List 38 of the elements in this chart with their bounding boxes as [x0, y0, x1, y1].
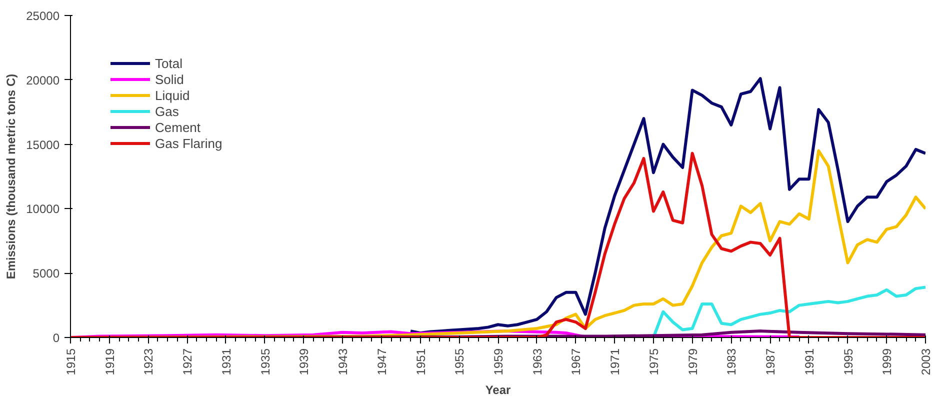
legend-label: Gas Flaring [155, 135, 222, 151]
x-tick-label: 2003 [919, 348, 933, 376]
x-tick-label: 1967 [569, 348, 584, 376]
x-tick-label: 1999 [880, 348, 894, 376]
x-tick-label: 1991 [802, 348, 816, 376]
x-tick-label: 1979 [686, 348, 700, 376]
legend-label: Total [155, 55, 182, 71]
x-tick-label: 1987 [764, 348, 778, 376]
x-tick-label: 1935 [258, 348, 272, 376]
y-axis-title: Emissions (thousand metric tons C) [4, 74, 18, 280]
x-tick-label: 1971 [608, 348, 622, 376]
x-tick-label: 1939 [297, 348, 312, 376]
x-tick-label: 1915 [64, 348, 78, 376]
y-tick-label: 15000 [26, 138, 60, 152]
x-tick-label: 1947 [374, 348, 389, 376]
y-tick-label: 0 [52, 331, 60, 345]
x-tick-label: 1963 [530, 348, 544, 376]
x-tick-label: 1995 [841, 348, 856, 376]
x-tick-label: 1943 [336, 348, 350, 376]
x-axis-title: Year [485, 383, 512, 398]
x-tick-label: 1919 [102, 348, 117, 376]
legend-label: Gas [155, 103, 179, 119]
legend-label: Cement [155, 119, 201, 135]
x-tick-label: 1983 [724, 348, 739, 376]
legend-label: Solid [155, 71, 184, 87]
x-tick-label: 1951 [414, 348, 428, 376]
y-tick-label: 20000 [26, 73, 60, 88]
legend-label: Liquid [155, 87, 190, 103]
x-tick-label: 1927 [180, 348, 195, 376]
x-tick-label: 1931 [219, 348, 234, 376]
x-tick-label: 1955 [452, 348, 467, 376]
y-tick-label: 10000 [26, 202, 60, 216]
y-tick-label: 25000 [26, 9, 60, 23]
line-series [409, 77, 926, 334]
x-tick-label: 1923 [142, 348, 156, 376]
x-tick-label: 1975 [646, 348, 661, 376]
y-tick-label: 5000 [32, 266, 60, 281]
x-tick-label: 1959 [492, 348, 506, 376]
